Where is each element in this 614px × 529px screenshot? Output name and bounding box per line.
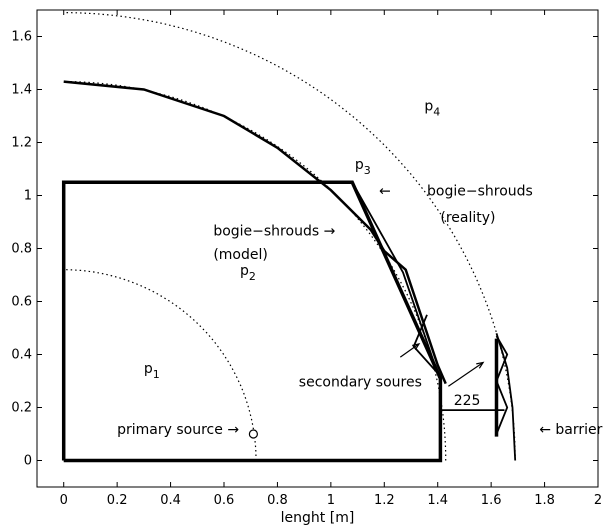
y-tick-label: 0.6 xyxy=(11,295,32,310)
x-tick-label: 0.6 xyxy=(214,493,235,508)
primary-source-point xyxy=(248,429,258,439)
arrow-line xyxy=(399,343,420,358)
x-tick-label: 1.6 xyxy=(481,493,502,508)
x-tick-label: 1 xyxy=(327,493,335,508)
annotations: p1 p2 p3 p4 bogie−shrouds → (model) ← bogie−shr… xyxy=(117,99,603,438)
x-axis-label: lenght [m] xyxy=(281,510,355,526)
annotation-p1: p1 xyxy=(144,361,160,381)
annotation-bogie-reality-1: bogie−shrouds xyxy=(427,184,533,200)
tick-labels: 0 0.2 0.4 0.6 0.8 1 1.2 1.4 1.6 1.8 2 0 0.2 0.4 0.6 0.8… xyxy=(11,30,602,509)
series-line xyxy=(495,335,509,435)
plot-frame xyxy=(36,9,599,488)
series-line xyxy=(61,180,443,463)
annotation-bogie-reality-2: (reality) xyxy=(440,210,495,226)
x-tick-label: 0.2 xyxy=(107,493,128,508)
annotation-bogie-model-1: bogie−shrouds → xyxy=(213,223,335,239)
x-tick-label: 0.4 xyxy=(160,493,181,508)
annotation-barrier: ← barrier xyxy=(539,422,602,438)
series-line xyxy=(63,80,447,385)
series-line xyxy=(495,333,517,461)
arrow-head xyxy=(412,343,421,351)
annotation-dim-225: 225 xyxy=(454,393,481,409)
y-tick-label: 0.2 xyxy=(11,401,32,416)
annotation-subscript: 4 xyxy=(433,106,440,119)
axes-frame xyxy=(36,9,599,488)
y-tick-label: 0 xyxy=(24,454,32,469)
arrow-line xyxy=(448,361,484,387)
annotation-p4: p4 xyxy=(424,99,440,119)
x-tick-label: 1.2 xyxy=(374,493,395,508)
annotation-subscript: 3 xyxy=(364,164,371,177)
dotted-arc xyxy=(63,269,257,461)
annotation-bogie-model-2: (model) xyxy=(213,247,268,263)
arrow-head xyxy=(476,361,485,369)
y-tick-label: 0.4 xyxy=(11,348,32,363)
x-tick-label: 0.8 xyxy=(267,493,288,508)
annotation-subscript: 2 xyxy=(249,270,256,283)
annotation-p3: p3 xyxy=(355,157,371,177)
series-line xyxy=(351,181,442,382)
y-tick-label: 0.8 xyxy=(11,242,32,257)
annotation-bogie-reality-arrow: ← xyxy=(379,184,391,200)
y-tick-label: 1.6 xyxy=(11,30,32,45)
x-tick-label: 0 xyxy=(60,493,68,508)
y-tick-label: 1.4 xyxy=(11,83,32,98)
annotation-subscript: 1 xyxy=(153,368,160,381)
series-line xyxy=(412,314,442,382)
annotation-primary: primary source → xyxy=(117,422,239,438)
annotation-secondary: secondary soures xyxy=(299,374,422,390)
x-tick-label: 1.8 xyxy=(534,493,555,508)
annotation-p2: p2 xyxy=(240,263,256,283)
x-tick-label: 2 xyxy=(594,493,602,508)
y-tick-label: 1.2 xyxy=(11,136,32,151)
geometry-lines xyxy=(61,80,517,463)
y-tick-label: 1 xyxy=(24,189,32,204)
x-tick-label: 1.4 xyxy=(427,493,448,508)
